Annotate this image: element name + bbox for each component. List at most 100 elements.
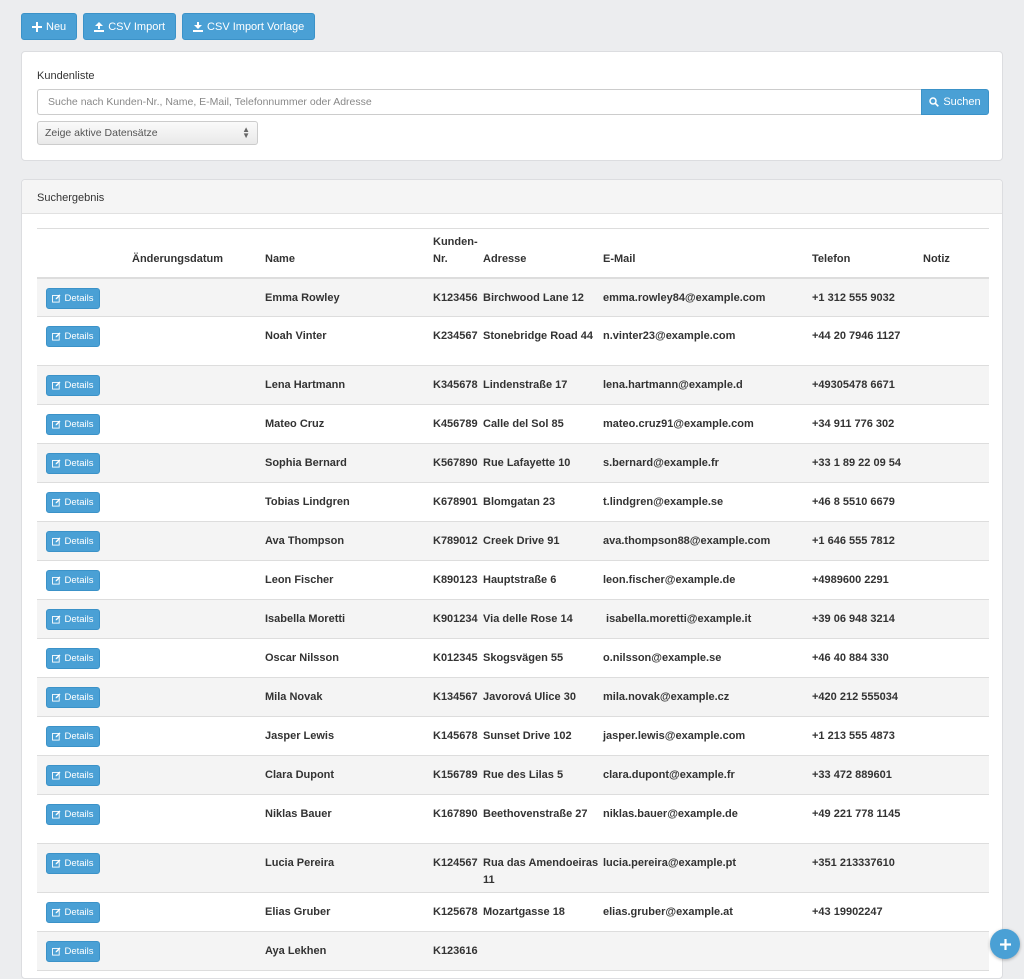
- search-input[interactable]: [37, 89, 921, 115]
- col-address[interactable]: Adresse: [483, 252, 527, 265]
- cell-note: [923, 483, 989, 522]
- details-button-label: Details: [64, 497, 94, 508]
- col-changed[interactable]: Änderungsdatum: [132, 252, 224, 265]
- edit-icon: [52, 810, 61, 819]
- cell-address: Stonebridge Road 44: [483, 330, 594, 342]
- table-row: Details Emma Rowley K123456 Birchwood Lane …: [37, 277, 989, 317]
- details-button[interactable]: Details: [46, 804, 100, 825]
- cell-name: Oscar Nilsson: [265, 652, 339, 664]
- details-button[interactable]: Details: [46, 941, 100, 962]
- details-button-label: Details: [64, 770, 94, 781]
- csv-template-button[interactable]: CSV Import Vorlage: [182, 13, 316, 40]
- cell-phone: +351 213337610: [812, 857, 895, 869]
- cell-email: mateo.cruz91@example.com: [603, 418, 754, 430]
- plus-icon: [32, 21, 42, 32]
- edit-icon: [52, 332, 61, 341]
- row-actions-cell: Details: [37, 366, 132, 405]
- table-header-row: Änderungsdatum Name Kunden-Nr. Adresse E…: [37, 228, 989, 278]
- cell-name: Mateo Cruz: [265, 418, 325, 430]
- cell-changed: [132, 522, 265, 561]
- cell-phone: +420 212 555034: [812, 691, 898, 703]
- details-button[interactable]: Details: [46, 853, 100, 874]
- details-button-label: Details: [64, 907, 94, 918]
- edit-icon: [52, 381, 61, 390]
- cell-customer-no: K124567: [433, 857, 478, 869]
- details-button[interactable]: Details: [46, 326, 100, 347]
- cell-phone: +34 911 776 302: [812, 418, 895, 430]
- details-button[interactable]: Details: [46, 902, 100, 923]
- cell-address: Rua das Amendoeiras 11: [483, 857, 599, 886]
- details-button[interactable]: Details: [46, 765, 100, 786]
- add-fab-button[interactable]: [990, 929, 1020, 959]
- cell-note: [923, 717, 989, 756]
- table-row: Details Clara Dupont K156789 Rue des Lilas …: [37, 755, 989, 795]
- cell-phone: +49 221 778 1145: [812, 808, 901, 820]
- cell-email: leon.fischer@example.de: [603, 574, 736, 586]
- cell-name: Lucia Pereira: [265, 857, 335, 869]
- search-button[interactable]: Suchen: [921, 89, 989, 115]
- table-row: Details Leon Fischer K890123 Hauptstraße 6 l…: [37, 561, 989, 600]
- new-button-label: Neu: [46, 20, 67, 33]
- details-button[interactable]: Details: [46, 726, 100, 747]
- col-name[interactable]: Name: [265, 252, 295, 265]
- details-button[interactable]: Details: [46, 687, 100, 708]
- search-row: Suche n: [37, 89, 989, 115]
- cell-email: ava.thompson88@example.com: [603, 535, 771, 547]
- details-button[interactable]: Details: [46, 453, 100, 474]
- cell-phone: +49305478 6671: [812, 379, 895, 391]
- cell-changed: [132, 893, 265, 932]
- col-customer-no[interactable]: Kunden-Nr.: [433, 235, 478, 265]
- table-row: Details Noah Vinter K234567 Stonebridge Roa…: [37, 317, 989, 366]
- edit-icon: [52, 294, 61, 303]
- cell-email: lena.hartmann@example.d: [603, 379, 743, 391]
- cell-note: [923, 278, 989, 317]
- cell-customer-no: K678901: [433, 496, 478, 508]
- cell-changed: [132, 717, 265, 756]
- cell-changed: [132, 278, 265, 317]
- cell-changed: [132, 844, 265, 893]
- cell-email: emma.rowley84@example.com: [603, 291, 766, 304]
- col-phone[interactable]: Telefon: [812, 252, 851, 265]
- search-panel-title: Kundenliste: [37, 70, 95, 82]
- cell-name: Niklas Bauer: [265, 808, 332, 820]
- cell-name: Lena Hartmann: [265, 379, 346, 391]
- col-note[interactable]: Notiz: [923, 252, 950, 265]
- cell-phone: +1 646 555 7812: [812, 535, 895, 547]
- cell-customer-no: K123456: [433, 291, 478, 304]
- details-button[interactable]: Details: [46, 570, 100, 591]
- cell-changed: [132, 444, 265, 483]
- record-filter-select[interactable]: Zeige aktive Datensätze ▲ ▼: [37, 121, 258, 145]
- cell-name: Elias Gruber: [265, 906, 331, 918]
- details-button[interactable]: Details: [46, 414, 100, 435]
- table-row: Details Mila Novak K134567 Javorová Ulice 3…: [37, 677, 989, 717]
- details-button[interactable]: Details: [46, 609, 100, 630]
- cell-address: [483, 932, 603, 971]
- cell-address: Javorová Ulice 30: [483, 691, 576, 703]
- details-button[interactable]: Details: [46, 531, 100, 552]
- details-button[interactable]: Details: [46, 287, 100, 309]
- cell-changed: [132, 405, 265, 444]
- details-button[interactable]: Details: [46, 648, 100, 669]
- csv-import-button[interactable]: CSV Import: [83, 13, 177, 40]
- col-email[interactable]: E-Mail: [603, 252, 636, 265]
- results-panel: Suchergebnis Änderungsdatum Name Kunden-…: [21, 179, 1003, 979]
- edit-icon: [52, 576, 61, 585]
- results-header: Suchergebnis: [22, 180, 1002, 214]
- cell-customer-no: K123616: [433, 945, 478, 957]
- cell-note: [923, 844, 989, 893]
- cell-phone: +43 19902247: [812, 906, 883, 918]
- details-button[interactable]: Details: [46, 492, 100, 513]
- new-button[interactable]: Neu: [21, 13, 78, 40]
- customer-table: Änderungsdatum Name Kunden-Nr. Adresse E…: [37, 228, 989, 971]
- cell-phone: +4989600 2291: [812, 574, 889, 586]
- details-button[interactable]: Details: [46, 375, 100, 396]
- table-row: Details Lucia Pereira K124567 Rua das Amend…: [37, 843, 989, 893]
- cell-address: Blomgatan 23: [483, 496, 556, 508]
- edit-icon: [52, 908, 61, 917]
- cell-email: niklas.bauer@example.de: [603, 808, 738, 820]
- table-row: Details Mateo Cruz K456789 Calle del Sol 85…: [37, 405, 989, 444]
- row-actions-cell: Details: [37, 844, 132, 893]
- cell-customer-no: K789012: [433, 535, 478, 547]
- upload-icon: [94, 21, 105, 32]
- cell-address: Calle del Sol 85: [483, 418, 564, 430]
